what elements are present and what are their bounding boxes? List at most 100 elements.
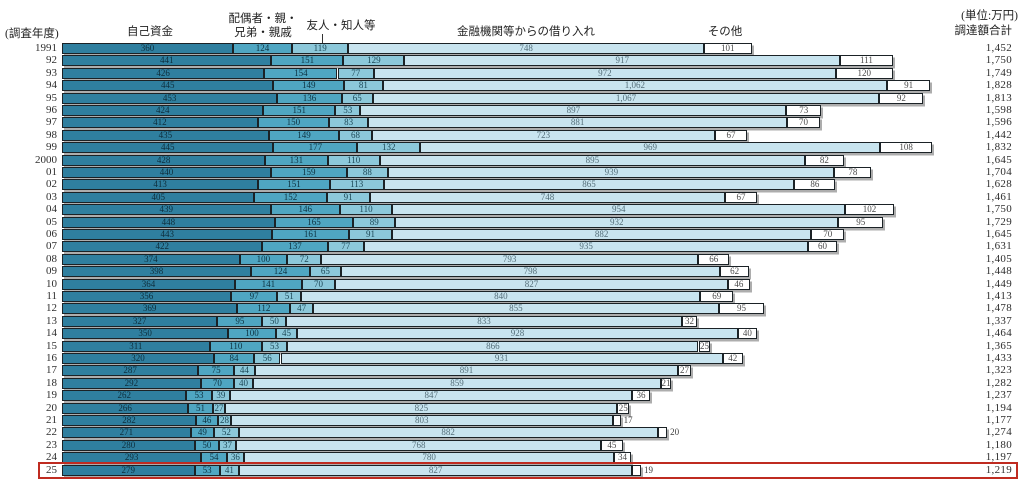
bar-segment: 65 (341, 92, 373, 104)
bar-segment: 67 (715, 129, 747, 141)
total-value: 1,177 (985, 414, 1012, 426)
bar-segment: 66 (698, 253, 730, 265)
year-label: 12 (46, 302, 57, 315)
bar-segment: 279 (62, 464, 195, 476)
year-label: 11 (46, 290, 57, 302)
bar-segment: 151 (263, 105, 336, 116)
bar-segment: 159 (271, 167, 347, 178)
bar-segment: 152 (254, 191, 327, 203)
year-label: 19 (46, 389, 57, 402)
total-value: 1,645 (985, 153, 1012, 166)
year-label: 98 (46, 128, 57, 141)
bar-segment: 865 (383, 179, 795, 191)
bar-segment: 972 (374, 67, 836, 79)
year-label: 96 (46, 104, 57, 116)
year-label: 93 (46, 66, 57, 79)
year-label: 94 (46, 79, 57, 92)
total-value: 1,194 (985, 401, 1012, 414)
bar-segment: 53 (194, 464, 220, 476)
bar-segment: 95 (838, 216, 884, 228)
bar-segment: 84 (214, 353, 254, 364)
legend-family: 配偶者・親・ 兄弟・親戚 (228, 13, 298, 39)
bar-segment: 95 (217, 315, 263, 327)
legend-financial-institutions: 金融機関等からの借り入れ (457, 26, 595, 38)
bar-segment: 77 (337, 67, 375, 79)
bar-segment: 939 (388, 167, 835, 178)
total-value: 1,598 (985, 104, 1012, 116)
bar-segment: 453 (62, 92, 278, 104)
bar-segment: 91 (887, 80, 931, 92)
bar-segment: 413 (62, 179, 259, 191)
bar-segment: 803 (231, 415, 613, 426)
total-value: 1,645 (985, 228, 1012, 240)
year-label: 05 (46, 215, 57, 228)
bar-segment: 448 (62, 216, 275, 228)
bar-segment: 827 (239, 464, 632, 476)
bar-segment: 45 (601, 439, 623, 451)
bar-segment: 72 (287, 253, 322, 265)
year-axis-label: (調査年度) (5, 28, 59, 40)
bar-segment: 97 (231, 291, 278, 302)
bar-segment: 124 (233, 43, 292, 54)
bar-segment: 931 (280, 353, 723, 364)
bar-segment: 360 (62, 43, 233, 54)
bar-segment: 111 (840, 55, 893, 67)
bar-segment: 935 (364, 241, 809, 253)
bar-segment: 882 (392, 229, 812, 240)
total-value: 1,282 (985, 376, 1012, 389)
total-value: 1,180 (985, 438, 1012, 451)
year-label: 02 (46, 178, 57, 191)
bar-segment: 327 (62, 315, 218, 327)
total-value: 1,237 (985, 389, 1012, 402)
bar-segment: 25 (698, 340, 711, 352)
bar-segment: 36 (632, 390, 650, 402)
bar-segment: 895 (379, 154, 805, 166)
bar-segment: 954 (392, 204, 846, 216)
total-value: 1,631 (985, 240, 1012, 253)
bar-segment: 91 (348, 229, 393, 240)
bar-segment: 141 (234, 278, 302, 290)
bar-segment: 748 (348, 43, 704, 54)
bar-segment: 60 (808, 241, 837, 253)
year-label: 15 (46, 339, 57, 352)
year-label: 95 (46, 91, 57, 104)
bar-segment: 70 (301, 278, 336, 290)
year-label: 20 (46, 401, 57, 414)
total-value: 1,750 (985, 54, 1012, 67)
bar-segment: 49 (190, 427, 214, 439)
bar-segment: 73 (786, 105, 822, 116)
year-label: 13 (46, 314, 57, 327)
bar-segment: 161 (272, 229, 349, 240)
bar-segment: 53 (186, 390, 212, 402)
bar-segment: 101 (703, 43, 752, 54)
bar-segment: 262 (62, 390, 187, 402)
total-value: 1,749 (985, 66, 1012, 79)
bar-segment: 82 (804, 154, 844, 166)
bar-segment: 110 (327, 154, 380, 166)
year-label: 18 (46, 376, 57, 389)
bar-segment: 51 (188, 402, 213, 414)
bar-segment: 881 (368, 117, 787, 129)
bar-segment: 50 (195, 439, 219, 451)
year-label: 14 (46, 327, 57, 340)
bar-segment: 768 (236, 439, 602, 451)
bar-segment: 827 (335, 278, 728, 290)
bar-segment: 53 (335, 105, 361, 116)
bar-segment: 70 (786, 117, 821, 129)
bar-segment: 32 (681, 315, 698, 327)
total-value: 1,448 (985, 265, 1012, 278)
bar-segment: 110 (339, 204, 393, 216)
bar-segment: 89 (353, 216, 396, 228)
year-label: 97 (46, 116, 57, 129)
bar-segment: 78 (834, 167, 872, 178)
bar-segment: 53 (261, 340, 288, 352)
bar-segment: 25 (617, 402, 630, 414)
bar-segment: 320 (62, 353, 214, 364)
bar-segment: 88 (346, 167, 389, 178)
year-label: 92 (46, 54, 57, 67)
bar-segment: 292 (62, 377, 201, 389)
bar-segment: 27 (678, 365, 691, 377)
bar-segment: 1,067 (372, 92, 880, 104)
year-label: 2000 (35, 153, 57, 166)
total-value: 1,828 (985, 79, 1012, 92)
